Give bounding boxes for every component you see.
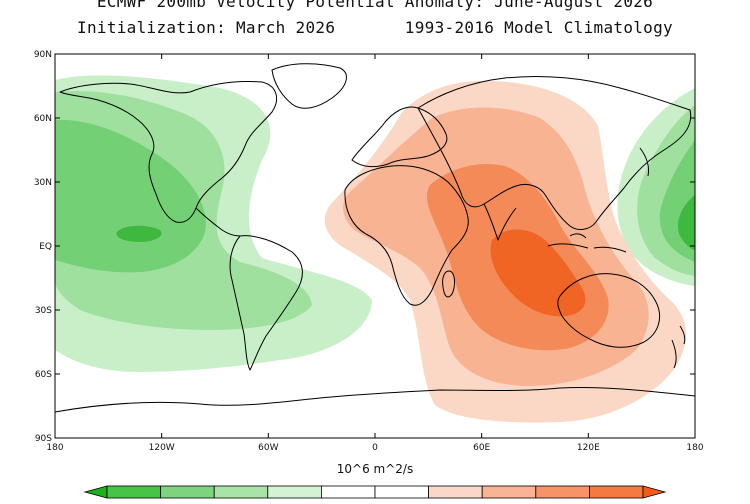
- colorbar-segment: [374, 485, 429, 499]
- japan-outline: [639, 147, 649, 177]
- lon-label: 180: [686, 443, 703, 453]
- colorbar-segment: [106, 485, 161, 499]
- central-america-outline: [195, 207, 241, 237]
- latitude-axis: 90N 60N 30N EQ 30S 60S 90S: [34, 50, 695, 444]
- indonesia-outline: [547, 233, 627, 253]
- colorbar-segment: [267, 485, 322, 499]
- lon-label: 120E: [577, 443, 600, 453]
- madagascar-outline: [442, 270, 455, 298]
- green-contour-4: [116, 225, 162, 242]
- antarctica-outline: [55, 386, 695, 413]
- new-zealand-outline: [671, 325, 686, 369]
- orange-contour-4: [490, 229, 586, 317]
- longitude-axis: 180 120W 60W 0 60E 120E 180: [46, 54, 704, 453]
- colorbar-segment: [589, 485, 644, 499]
- map-title-line-1: ECMWF 200mb Velocity Potential Anomaly: …: [96, 0, 654, 11]
- lat-label: 90S: [35, 434, 52, 444]
- lat-label: 90N: [34, 50, 52, 60]
- colorbar-min-arrow: [83, 485, 108, 499]
- india-outline: [483, 203, 517, 241]
- lat-label: 60S: [35, 370, 52, 380]
- greenland-outline: [271, 63, 347, 109]
- lon-label: 180: [46, 443, 63, 453]
- lon-label: 60E: [473, 443, 490, 453]
- australia-outline: [557, 273, 660, 348]
- asia-outline: [417, 75, 692, 230]
- europe-outline: [351, 106, 448, 168]
- south-america-outline: [229, 235, 303, 371]
- lat-label: 30N: [34, 178, 52, 188]
- colorbar: [83, 485, 667, 499]
- lat-label: 60N: [34, 114, 52, 124]
- lon-label: 120W: [149, 443, 175, 453]
- africa-outline: [344, 165, 469, 306]
- green-contour-3: [55, 119, 206, 273]
- colorbar-segment: [320, 485, 376, 499]
- colorbar-segment: [481, 485, 537, 499]
- lat-label: 30S: [35, 306, 52, 316]
- coastline-layer: [55, 63, 695, 413]
- lat-label: EQ: [39, 242, 52, 252]
- lon-label: 60W: [258, 443, 278, 453]
- colorbar-segment: [428, 485, 483, 499]
- north-america-outline: [59, 81, 278, 223]
- colorbar-segment: [160, 485, 215, 499]
- colorbar-max-arrow: [642, 485, 667, 499]
- map-title-line-2: Initialization: March 2026 1993-2016 Mod…: [77, 18, 673, 37]
- colorbar-unit-label: 10^6 m^2/s: [336, 462, 414, 476]
- colorbar-segment: [535, 485, 590, 499]
- colorbar-segment: [213, 485, 269, 499]
- green-east-contour-4: [677, 195, 695, 250]
- lon-label: 0: [372, 443, 378, 453]
